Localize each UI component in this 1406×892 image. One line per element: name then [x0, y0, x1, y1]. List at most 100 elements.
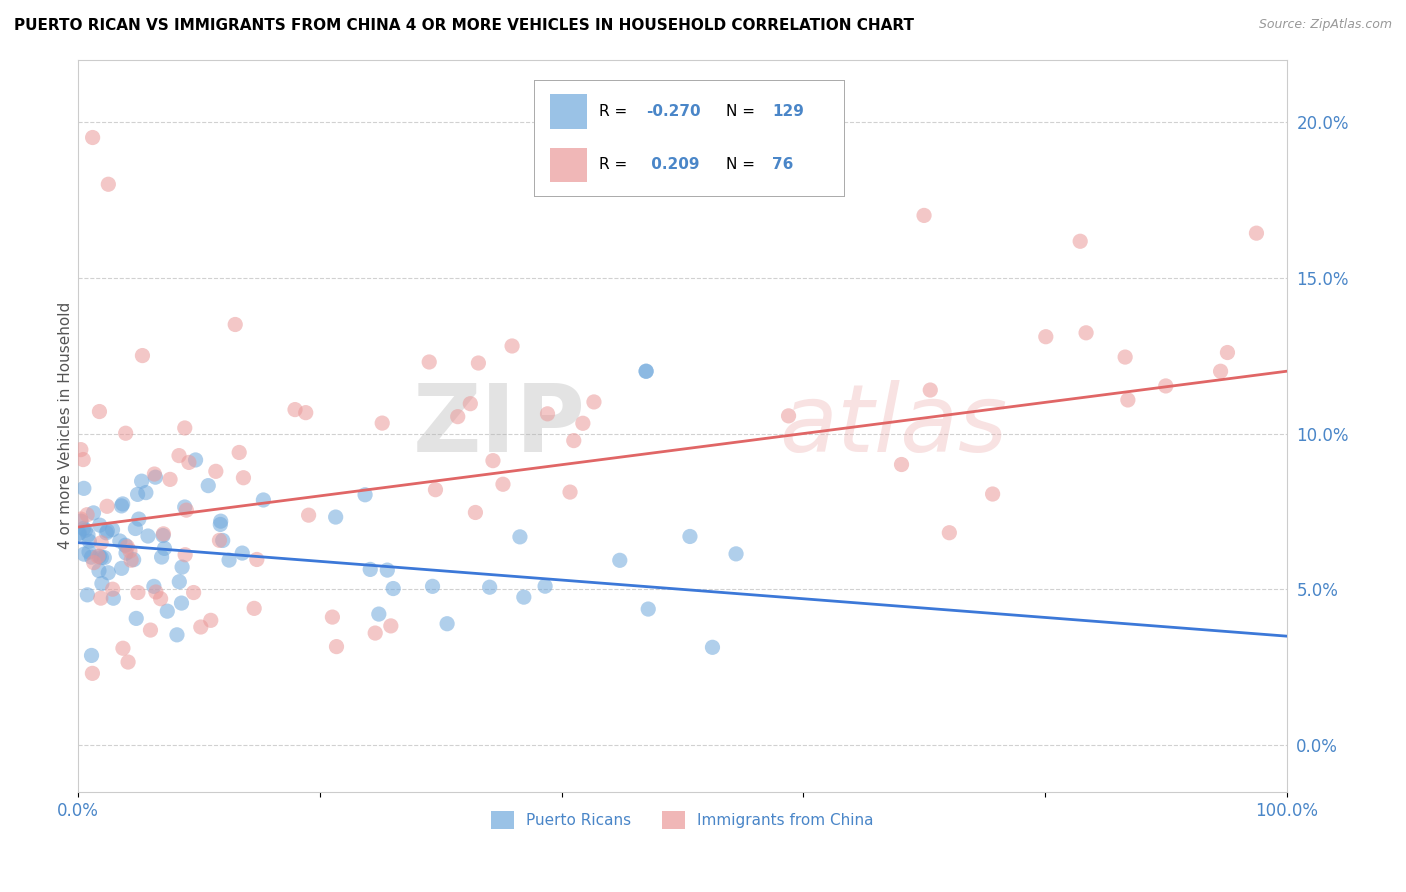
Point [367, 607, 389, 621]
Point [93, 550, 115, 565]
Point [1116, 392, 1139, 407]
Point [371, 416, 394, 430]
Point [637, 602, 659, 616]
Point [184, 453, 207, 467]
Point [197, 478, 219, 492]
Point [284, 402, 307, 417]
Point [111, 641, 134, 656]
Point [118, 544, 141, 558]
Point [536, 407, 558, 421]
Point [76, 588, 98, 602]
Text: N =: N = [725, 157, 759, 172]
Point [173, 421, 195, 435]
Point [103, 591, 125, 606]
Point [562, 434, 585, 448]
Point [425, 483, 447, 497]
Point [77, 545, 100, 559]
Point [1216, 345, 1239, 359]
Point [73, 481, 96, 495]
Point [83, 506, 105, 520]
Point [172, 560, 194, 574]
Point [101, 582, 124, 597]
Point [128, 512, 150, 526]
Point [920, 383, 942, 397]
Point [67, 526, 90, 541]
Point [208, 533, 231, 548]
Point [145, 585, 167, 599]
Point [1069, 234, 1091, 248]
Point [572, 417, 595, 431]
Point [76, 508, 98, 522]
Text: PUERTO RICAN VS IMMIGRANTS FROM CHINA 4 OR MORE VEHICLES IN HOUSEHOLD CORRELATIO: PUERTO RICAN VS IMMIGRANTS FROM CHINA 4 … [14, 18, 914, 33]
Text: N =: N = [725, 104, 759, 120]
Point [89, 404, 111, 418]
Point [636, 364, 658, 378]
Point [117, 540, 139, 554]
Point [609, 553, 631, 567]
Point [177, 455, 200, 469]
Point [1154, 379, 1177, 393]
Point [73, 521, 96, 535]
Point [167, 449, 190, 463]
Point [190, 620, 212, 634]
Point [534, 579, 557, 593]
Point [224, 318, 246, 332]
Point [912, 209, 935, 223]
Point [1035, 329, 1057, 343]
Point [243, 601, 266, 615]
Point [97, 566, 120, 580]
Point [478, 580, 501, 594]
Point [890, 458, 912, 472]
Point [69, 512, 91, 526]
Point [149, 591, 172, 606]
Point [205, 464, 228, 478]
Point [110, 561, 132, 575]
Point [325, 510, 347, 524]
Point [90, 576, 112, 591]
Point [228, 445, 250, 459]
Point [246, 552, 269, 566]
Point [418, 355, 440, 369]
Point [173, 500, 195, 514]
Point [174, 548, 197, 562]
Point [509, 530, 531, 544]
Point [232, 471, 254, 485]
Point [131, 349, 153, 363]
Point [636, 364, 658, 378]
Point [1074, 326, 1097, 340]
Point [96, 525, 118, 540]
Point [131, 474, 153, 488]
Point [77, 528, 100, 542]
Point [211, 533, 233, 548]
Point [176, 503, 198, 517]
Point [114, 426, 136, 441]
Point [72, 452, 94, 467]
Point [558, 485, 581, 500]
Text: 76: 76 [772, 157, 794, 172]
Point [321, 610, 343, 624]
Point [169, 574, 191, 589]
Point [152, 528, 174, 542]
Point [79, 534, 101, 549]
Point [382, 582, 405, 596]
Point [159, 472, 181, 486]
Point [679, 529, 702, 543]
Point [108, 534, 131, 549]
Text: atlas: atlas [779, 380, 1007, 471]
Point [513, 590, 536, 604]
Point [89, 549, 111, 564]
Point [90, 550, 112, 565]
Point [127, 487, 149, 501]
Legend: Puerto Ricans, Immigrants from China: Puerto Ricans, Immigrants from China [485, 805, 880, 836]
Point [114, 538, 136, 552]
Point [101, 523, 124, 537]
Point [82, 130, 104, 145]
Point [1114, 350, 1136, 364]
Point [124, 521, 146, 535]
Point [359, 562, 381, 576]
Point [231, 546, 253, 560]
Text: R =: R = [599, 104, 633, 120]
Point [702, 640, 724, 655]
Point [447, 409, 470, 424]
Point [82, 666, 104, 681]
